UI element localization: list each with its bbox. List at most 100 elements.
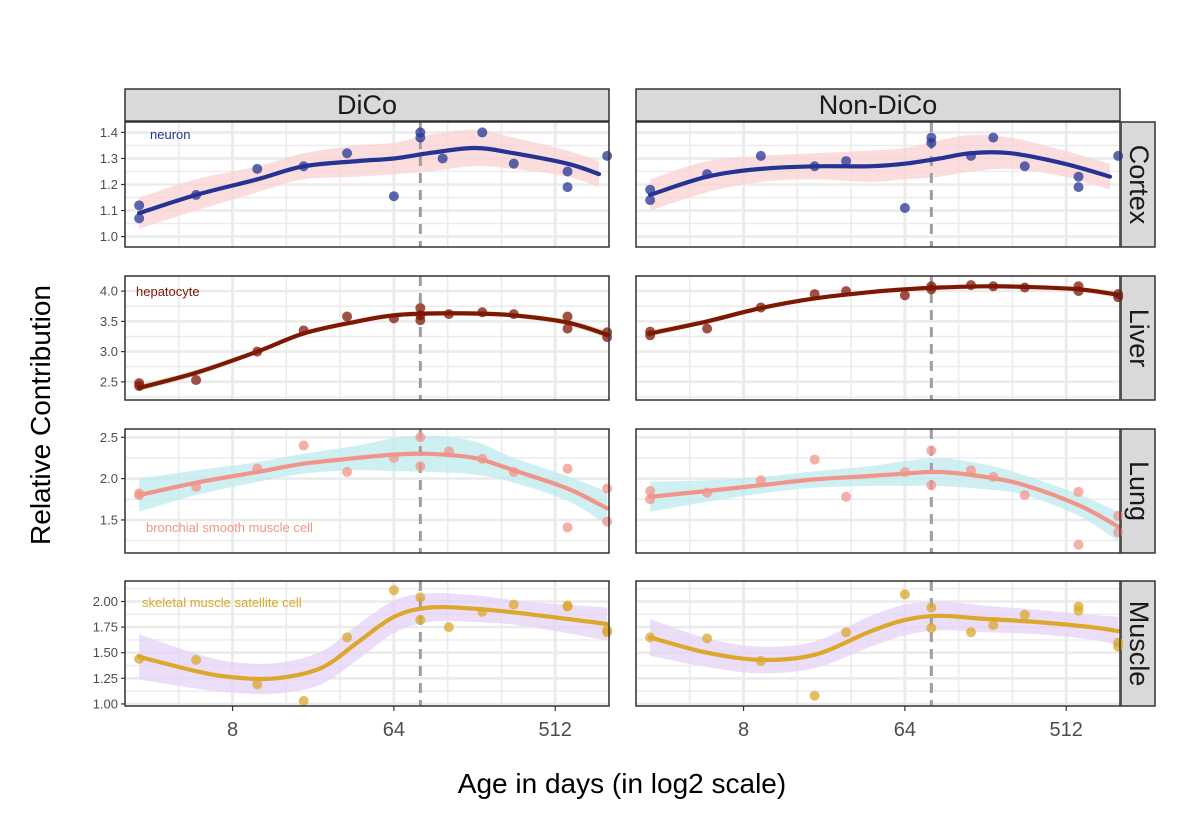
data-point	[437, 153, 448, 164]
panel-lung-non-dico	[635, 428, 1124, 554]
x-tick-label: 512	[539, 719, 572, 741]
data-point	[645, 486, 656, 496]
y-tick-label: 1.50	[93, 645, 118, 660]
data-point	[1019, 609, 1030, 620]
data-point	[1073, 486, 1084, 497]
data-point	[191, 654, 202, 665]
y-tick-label: 2.5	[100, 374, 118, 389]
panel-border	[635, 428, 1121, 554]
data-point	[191, 375, 202, 386]
panel-liver-dico: hepatocyte	[124, 275, 613, 401]
data-point	[1113, 150, 1124, 161]
data-point	[841, 627, 852, 638]
panel-cortex-non-dico	[635, 121, 1124, 248]
data-point	[899, 202, 910, 213]
x-tick-label: 64	[383, 719, 405, 741]
panel-background	[125, 276, 609, 400]
data-point	[388, 191, 399, 202]
fit-line	[137, 604, 610, 682]
y-tick-label: 1.00	[93, 696, 118, 711]
data-point	[809, 454, 820, 465]
data-point	[899, 589, 910, 600]
y-tick-label: 1.3	[100, 151, 118, 166]
panel-lung-dico: bronchial smooth muscle cell	[124, 428, 613, 554]
data-point	[415, 432, 426, 443]
facet-strip-label-muscle: Muscle	[1124, 601, 1154, 687]
data-point	[298, 440, 309, 451]
y-tick-label: 1.5	[100, 512, 118, 527]
data-point	[702, 323, 713, 334]
data-point	[809, 690, 820, 701]
y-tick-label: 3.0	[100, 344, 118, 359]
facet-strip-label-non-dico: Non-DiCo	[819, 90, 938, 120]
data-point	[1073, 539, 1084, 550]
fit-line	[648, 150, 1113, 197]
data-point	[755, 475, 766, 486]
cell-type-label-cortex: neuron	[150, 127, 190, 142]
data-point	[1019, 490, 1030, 501]
cell-type-label-lung: bronchial smooth muscle cell	[146, 520, 313, 535]
data-point	[252, 163, 263, 174]
data-point	[415, 614, 426, 625]
data-point	[602, 516, 613, 527]
data-point	[342, 311, 353, 322]
y-tick-label: 2.0	[100, 471, 118, 486]
facet-strip-cortex	[1120, 121, 1156, 248]
y-tick-label: 1.4	[100, 125, 118, 140]
data-point	[602, 627, 613, 638]
data-point	[1073, 171, 1084, 182]
facet-strip-label-liver: Liver	[1124, 309, 1154, 368]
panel-muscle-non-dico	[635, 580, 1124, 707]
data-point	[1113, 527, 1124, 538]
panel-cortex-dico: neuron	[124, 121, 613, 248]
data-point	[298, 695, 309, 706]
data-point	[602, 483, 613, 494]
data-point	[477, 127, 488, 138]
cell-type-label-liver: hepatocyte	[136, 284, 200, 299]
panel-border	[124, 428, 610, 554]
y-tick-label: 3.5	[100, 314, 118, 329]
x-tick-label: 8	[227, 719, 238, 741]
panel-liver-non-dico	[635, 275, 1124, 401]
data-point	[988, 620, 999, 631]
data-point	[602, 150, 613, 161]
data-point	[1113, 641, 1124, 652]
fit-line	[137, 311, 610, 390]
y-tick-label: 2.00	[93, 594, 118, 609]
data-point	[1113, 510, 1124, 521]
y-axis-title: Relative Contribution	[25, 285, 56, 545]
data-point	[415, 592, 426, 603]
panel-muscle-dico: skeletal muscle satellite cell	[124, 580, 613, 707]
data-point	[342, 632, 353, 643]
panel-layer: neuron hepatocyte bronchial smooth muscle …	[124, 121, 1124, 707]
facet-strip-label-cortex: Cortex	[1124, 145, 1154, 225]
data-point	[702, 633, 713, 644]
fit-line	[137, 145, 602, 216]
data-point	[562, 182, 573, 193]
x-axis-title: Age in days (in log2 scale)	[458, 768, 786, 799]
facet-strip-layer: DiCo Non-DiCo Cortex Liver Lung Muscle	[124, 88, 1156, 707]
panel-border	[635, 580, 1121, 707]
data-point	[562, 463, 573, 474]
data-point	[508, 158, 519, 169]
data-point	[415, 303, 426, 314]
data-point	[562, 311, 573, 322]
data-point	[562, 601, 573, 612]
data-point	[562, 323, 573, 334]
panel-border	[635, 121, 1121, 248]
panel-background	[636, 276, 1120, 400]
y-tick-label: 1.25	[93, 671, 118, 686]
facet-strip-liver	[1120, 275, 1156, 401]
panel-border	[124, 275, 610, 401]
facet-strip-label-lung: Lung	[1124, 461, 1154, 521]
data-point	[415, 461, 426, 472]
panel-border	[635, 275, 1121, 401]
facet-strip-lung	[1120, 428, 1156, 554]
data-point	[443, 622, 454, 633]
x-tick-label: 64	[894, 719, 916, 741]
data-point	[841, 156, 852, 167]
cell-type-label-muscle: skeletal muscle satellite cell	[142, 595, 302, 610]
y-tick-label: 4.0	[100, 284, 118, 299]
facet-strip-label-dico: DiCo	[337, 90, 397, 120]
facet-strip-dico	[124, 88, 610, 122]
